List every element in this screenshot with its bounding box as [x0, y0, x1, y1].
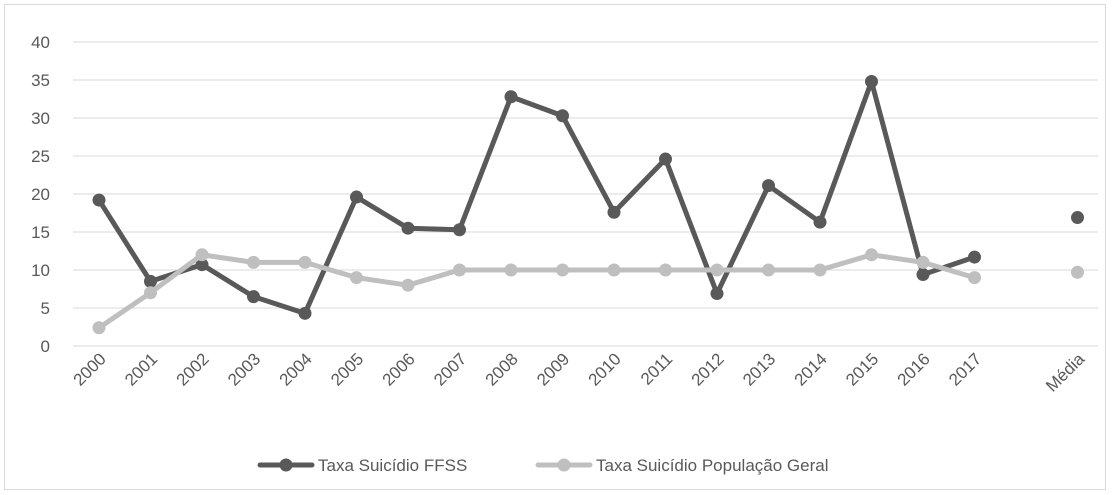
data-point [916, 268, 930, 282]
y-tick-label: 20 [31, 185, 50, 204]
data-point [504, 263, 518, 277]
data-point [968, 250, 981, 264]
data-point [350, 190, 363, 204]
data-point [710, 263, 724, 277]
y-tick-label: 0 [41, 337, 50, 356]
series-line [96, 79, 977, 316]
data-point [401, 278, 415, 292]
legend-label: Taxa Suicídio População Geral [596, 456, 828, 475]
x-tick-label: 2017 [945, 349, 985, 389]
y-tick-label: 40 [31, 33, 50, 52]
data-point [556, 109, 569, 123]
data-point [813, 263, 827, 277]
data-point [607, 205, 621, 219]
series-1 [92, 75, 1084, 320]
x-axis-ticks: 2000 2001 2002 2003 2004 2005 2006 2007 2008 2009… [70, 349, 1089, 396]
data-point [968, 271, 981, 285]
data-point [195, 248, 209, 262]
x-tick-label: 2004 [276, 349, 316, 389]
data-point [92, 193, 106, 207]
x-tick-label: 2002 [173, 349, 213, 389]
x-tick-label: 2006 [379, 349, 419, 389]
data-point [144, 286, 157, 300]
x-tick-label: 2014 [791, 349, 831, 389]
data-point [659, 152, 672, 166]
y-axis-ticks: 0 5 10 15 20 25 30 35 40 [31, 33, 50, 356]
x-tick-label: 2000 [70, 349, 110, 389]
gridlines [73, 41, 1098, 347]
data-point [144, 274, 157, 288]
y-tick-label: 25 [31, 147, 50, 166]
data-point [710, 287, 724, 301]
data-point [92, 321, 106, 335]
x-tick-label: 2011 [637, 349, 676, 388]
data-point [453, 223, 466, 237]
data-point [453, 263, 466, 277]
data-point [401, 221, 415, 235]
x-tick-label: 2010 [585, 349, 625, 389]
series-line [96, 252, 977, 331]
legend-item: Taxa Suicídio FFSS [257, 456, 467, 475]
x-tick-label: 2013 [739, 349, 779, 389]
data-point [1071, 265, 1084, 279]
data-point [762, 179, 775, 193]
data-point [1071, 211, 1084, 225]
data-point [916, 255, 930, 269]
x-tick-label: 2008 [482, 349, 522, 389]
data-point [865, 75, 878, 89]
y-tick-label: 5 [41, 299, 50, 318]
x-tick-label: 2016 [894, 349, 934, 389]
legend-swatch-marker [557, 458, 571, 472]
x-tick-label: 2012 [688, 349, 728, 389]
legend-item: Taxa Suicídio População Geral [535, 456, 828, 475]
legend-swatch-marker [279, 458, 293, 472]
x-tick-label: 2009 [533, 349, 573, 389]
data-point [607, 263, 621, 277]
data-point [298, 255, 312, 269]
series-group [92, 75, 1084, 335]
y-tick-label: 30 [31, 109, 50, 128]
data-point [247, 290, 260, 304]
x-tick-label: 2007 [430, 349, 470, 389]
legend: Taxa Suicídio FFSS Taxa Suicídio Populaçã… [257, 456, 828, 475]
data-point [659, 263, 672, 277]
data-point [195, 258, 209, 272]
chart-frame [4, 4, 1106, 490]
y-tick-label: 15 [31, 223, 50, 242]
x-tick-label: 2003 [224, 349, 264, 389]
data-point [504, 90, 518, 104]
data-point [865, 248, 878, 262]
y-tick-label: 10 [31, 261, 50, 280]
data-point [556, 263, 569, 277]
y-tick-label: 35 [31, 71, 50, 90]
x-tick-label: 2001 [121, 349, 161, 389]
data-point [762, 263, 775, 277]
data-point [813, 215, 827, 229]
legend-label: Taxa Suicídio FFSS [318, 456, 467, 475]
series-2 [92, 248, 1084, 335]
x-tick-label: Média [1042, 349, 1089, 396]
data-point [350, 271, 363, 285]
data-point [247, 255, 260, 269]
data-point [298, 306, 312, 320]
x-tick-label: 2015 [842, 349, 882, 389]
x-tick-label: 2005 [327, 349, 367, 389]
